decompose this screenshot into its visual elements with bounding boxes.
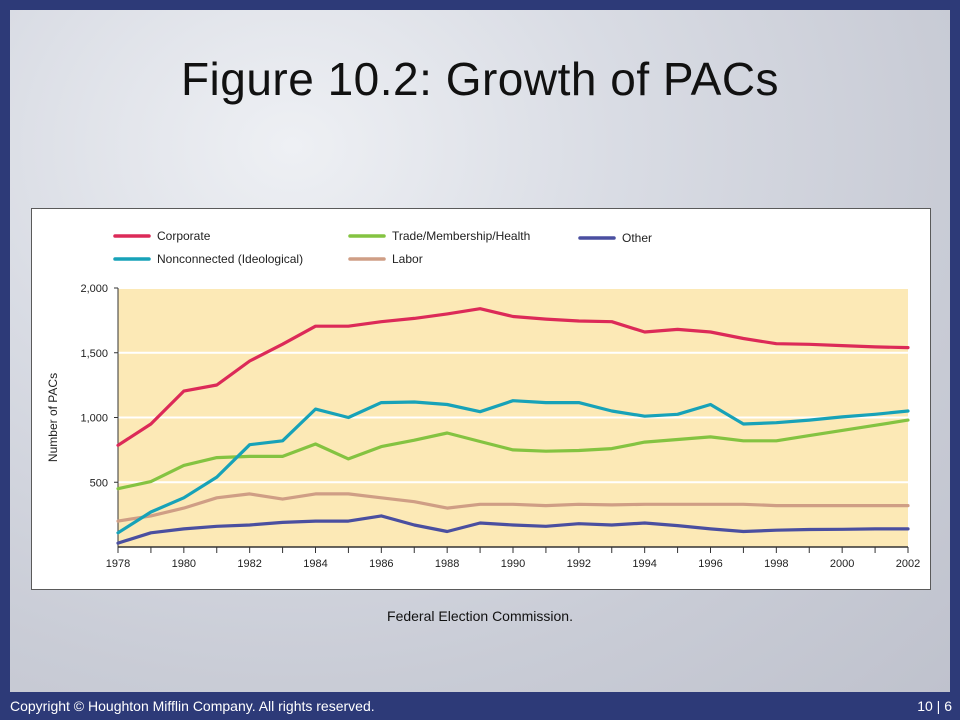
x-tick-label: 1990 [501,558,525,570]
copyright-text: Copyright © Houghton Mifflin Company. Al… [10,698,375,714]
x-tick-label: 1996 [698,558,722,570]
gridlines [118,287,908,484]
pac-growth-chart: Corporate Nonconnected (Ideological) Trade… [46,229,920,570]
x-tick-label: 1984 [303,558,327,570]
x-tick-label: 1988 [435,558,459,570]
x-tick-label: 2000 [830,558,854,570]
series-line-other [116,514,910,545]
series-line-labor [116,492,910,523]
x-tick-label: 1992 [567,558,591,570]
x-tick-label: 1978 [106,558,130,570]
x-axis: 1978 1980 1982 1984 1986 1988 1990 1992 1994 1996… [106,546,920,570]
source-caption: Federal Election Commission. [387,608,573,624]
legend-label-other: Other [622,231,652,245]
legend: Corporate Nonconnected (Ideological) Trade… [113,229,652,266]
x-tick-label: 2002 [896,558,920,570]
y-axis-label: Number of PACs [46,373,60,462]
legend-label-corporate: Corporate [157,229,211,243]
y-tick-label: 1,500 [80,348,108,360]
footer-bar: Copyright © Houghton Mifflin Company. Al… [0,692,960,720]
x-tick-label: 1998 [764,558,788,570]
y-axis: 500 1,000 1,500 2,000 Number of PACs [46,283,119,547]
y-tick-label: 1,000 [80,413,108,425]
legend-label-nonconnected-ideological: Nonconnected (Ideological) [157,252,303,266]
chart-frame: Corporate Nonconnected (Ideological) Trade… [31,208,931,590]
legend-label-trade-membership-health: Trade/Membership/Health [392,229,530,243]
x-tick-label: 1982 [237,558,261,570]
y-tick-label: 2,000 [80,283,108,295]
page-number: 10 | 6 [917,698,952,714]
legend-label-labor: Labor [392,252,423,266]
x-tick-label: 1980 [172,558,196,570]
slide-title: Figure 10.2: Growth of PACs [180,53,780,105]
series-line-corporate [116,307,910,447]
x-tick-label: 1986 [369,558,393,570]
series-lines [116,307,910,545]
y-tick-label: 500 [90,477,108,489]
x-tick-label: 1994 [632,558,656,570]
series-line-trade-membership-health [116,418,910,491]
series-line-nonconnected-ideological [116,399,910,535]
